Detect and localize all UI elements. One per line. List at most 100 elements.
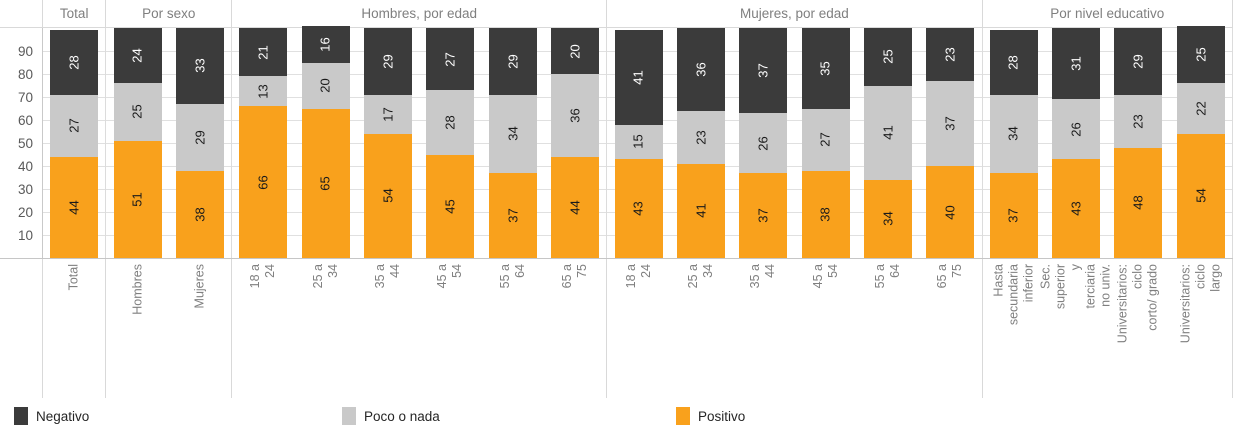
group-plot-hombres-por-edad: 66 13 21 65 20 16 54 17 29 45 28 27 37 34 29 44 36 20 — [231, 25, 607, 258]
gridline — [232, 51, 607, 52]
bar-slot: 37 34 28 — [983, 28, 1045, 258]
gridline — [232, 120, 607, 121]
poco-o-nada-segment: 29 — [175, 103, 224, 171]
gridline — [106, 166, 232, 167]
bar-slot: 48 23 29 — [1107, 28, 1169, 258]
bar-slot: 34 41 25 — [857, 28, 919, 258]
negativo-segment: 20 — [551, 28, 600, 75]
negativo-swatch-icon — [14, 407, 28, 425]
negativo-segment: 23 — [926, 28, 975, 81]
poco-o-nada-segment: 34 — [488, 94, 537, 173]
segment-value-label: 40 — [942, 204, 958, 220]
negativo-segment: 29 — [1114, 28, 1163, 95]
x-axis-label: 65 a 75 — [935, 264, 965, 289]
x-axis-label: 25 a 34 — [310, 264, 340, 289]
poco-o-nada-segment: 26 — [1052, 99, 1101, 160]
group-labels-mujeres-por-edad: 18 a 24 25 a 34 35 a 44 45 a 54 55 a 64 65 a … — [606, 259, 981, 398]
segment-value-label: 54 — [1193, 188, 1209, 204]
positivo-segment: 43 — [1052, 159, 1101, 258]
x-axis-label: 45 a 54 — [435, 264, 465, 289]
legend: Negativo Poco o nada Positivo — [0, 398, 1233, 438]
group-title: Mujeres, por edad — [740, 6, 849, 21]
segment-value-label: 31 — [1068, 56, 1084, 71]
bar-35-a-44: 54 17 29 — [364, 28, 413, 258]
x-label-slot: 25 a 34 — [670, 259, 732, 398]
bar-slot: 37 34 29 — [482, 28, 544, 258]
segment-value-label: 13 — [255, 84, 271, 99]
poco-o-nada-swatch-icon — [342, 407, 356, 425]
bar-25-a-34: 41 23 36 — [676, 28, 725, 258]
negativo-segment: 21 — [239, 28, 288, 77]
bar-universitarios-ciclo-largo: 54 22 25 — [1176, 25, 1225, 258]
segment-value-label: 41 — [880, 125, 896, 140]
group-header-hombres-por-edad: Hombres, por edad — [231, 0, 606, 27]
segment-value-label: 44 — [66, 200, 82, 215]
segment-value-label: 22 — [1193, 101, 1209, 116]
negativo-segment: 29 — [488, 28, 537, 95]
poco-o-nada-segment: 34 — [989, 94, 1038, 173]
gridline — [106, 51, 232, 52]
bar-total: 44 27 28 — [50, 30, 99, 258]
poco-o-nada-segment: 13 — [239, 76, 288, 107]
legend-label: Poco o nada — [364, 408, 440, 424]
negativo-segment: 25 — [864, 28, 912, 86]
segment-value-label: 36 — [567, 108, 583, 123]
y-axis-header-gutter — [0, 0, 43, 27]
positivo-segment: 44 — [551, 156, 600, 258]
segment-value-label: 23 — [693, 130, 709, 145]
x-label-slot: 45 a 54 — [419, 259, 481, 398]
x-axis-label: Hasta secundaria inferior — [991, 263, 1036, 326]
group-title: Total — [59, 6, 89, 21]
bar-slot: 54 17 29 — [357, 28, 419, 258]
bar-slot: 38 27 35 — [794, 28, 856, 258]
bar-slot: 44 27 28 — [43, 28, 105, 258]
positivo-segment: 48 — [1114, 147, 1163, 258]
gridline — [607, 97, 982, 98]
gridline — [106, 74, 232, 75]
gridline — [106, 143, 232, 144]
gridline — [232, 74, 607, 75]
poco-o-nada-segment: 15 — [614, 124, 663, 160]
poco-o-nada-segment: 41 — [864, 85, 912, 180]
bar-hombres: 51 25 24 — [113, 28, 162, 258]
group-labels-hombres-por-edad: 18 a 24 25 a 34 35 a 44 45 a 54 55 a 64 65 a … — [231, 259, 606, 398]
group-header-row: Total Por sexo Hombres, por edad Mujeres, p… — [0, 0, 1233, 28]
y-axis-tick: 80 — [17, 67, 33, 82]
bar-45-a-54: 45 28 27 — [426, 28, 475, 258]
legend-label: Negativo — [36, 408, 90, 424]
bar-45-a-54: 38 27 35 — [801, 28, 850, 258]
positivo-segment: 66 — [239, 106, 288, 258]
y-axis-tick: 70 — [17, 90, 33, 105]
y-axis-tick: 20 — [17, 205, 33, 220]
legend-item-positivo: Positivo — [676, 407, 745, 425]
gridline — [607, 235, 982, 236]
poco-o-nada-segment: 37 — [926, 80, 975, 166]
x-label-slot: 35 a 44 — [357, 259, 419, 398]
positivo-swatch-icon — [676, 407, 690, 425]
group-header-por-nivel-educativo: Por nivel educativo — [981, 0, 1233, 27]
x-label-slot: 45 a 54 — [794, 259, 856, 398]
group-header-mujeres-por-edad: Mujeres, por edad — [606, 0, 981, 27]
plot-area: 90 80 70 60 50 40 30 20 10 44 27 28 51 25 24 38 29 33 66 1… — [0, 25, 1233, 259]
segment-value-label: 26 — [1068, 121, 1084, 137]
positivo-segment: 37 — [989, 172, 1038, 258]
segment-value-label: 27 — [66, 118, 82, 133]
negativo-segment: 36 — [676, 28, 725, 111]
gridline — [232, 166, 607, 167]
bar-slot: 38 29 33 — [169, 28, 231, 258]
bar-mujeres: 38 29 33 — [175, 28, 224, 258]
segment-value-label: 28 — [442, 115, 458, 130]
segment-value-label: 20 — [567, 43, 583, 59]
negativo-segment: 31 — [1052, 28, 1101, 100]
segment-value-label: 36 — [693, 62, 709, 77]
y-axis-tick: 60 — [17, 113, 33, 128]
segment-value-label: 25 — [880, 49, 896, 64]
bar-slot: 65 20 16 — [294, 25, 356, 258]
segment-value-label: 37 — [942, 116, 958, 131]
poco-o-nada-segment: 26 — [739, 113, 788, 173]
x-axis-label: Total — [66, 264, 81, 291]
negativo-segment: 28 — [989, 30, 1038, 95]
segment-value-label: 27 — [818, 132, 834, 147]
x-label-slot: Sec. superior y terciaria no univ. — [1039, 259, 1113, 398]
x-label-slot: Mujeres — [169, 259, 231, 398]
